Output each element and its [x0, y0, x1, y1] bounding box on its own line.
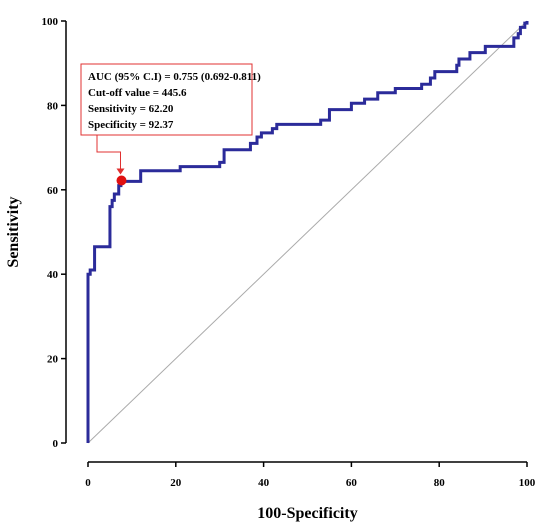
annotation-line-auc: AUC (95% C.I) = 0.755 (0.692-0.811) — [88, 71, 261, 83]
x-tick-label: 100 — [519, 477, 536, 489]
annotation-line-sensitivity: Sensitivity = 62.20 — [88, 103, 174, 115]
annotation-leader-line — [96, 135, 121, 170]
y-tick-label: 40 — [47, 269, 59, 281]
roc-curve-line — [86, 21, 529, 443]
y-axis-title: Sensitivity — [5, 196, 22, 267]
x-axis-title: 100-Specificity — [257, 505, 357, 522]
annotation-border — [80, 63, 253, 136]
reference-diagonal-line — [87, 20, 528, 444]
annotation-line-cutoff: Cut-off value = 445.6 — [88, 87, 187, 99]
x-tick-label: 60 — [346, 477, 358, 489]
x-tick-label: 40 — [258, 477, 270, 489]
y-tick-label: 60 — [47, 185, 59, 197]
cutoff-point — [116, 175, 127, 186]
x-tick-label: 20 — [170, 477, 182, 489]
y-tick-label: 0 — [53, 438, 59, 450]
x-tick-label: 0 — [85, 477, 91, 489]
x-tick-label: 80 — [434, 477, 446, 489]
chart-axes: 0 20 40 60 80 100 0 20 40 60 80 100 — [42, 16, 536, 489]
annotation-line-specificity: Specificity = 92.37 — [88, 119, 174, 131]
y-tick-label: 80 — [47, 100, 59, 112]
y-tick-label: 100 — [42, 16, 59, 28]
annotation-arrowhead — [116, 168, 125, 175]
annotation-box: AUC (95% C.I) = 0.755 (0.692-0.811) Cut-… — [80, 63, 261, 175]
y-tick-label: 20 — [47, 354, 59, 366]
